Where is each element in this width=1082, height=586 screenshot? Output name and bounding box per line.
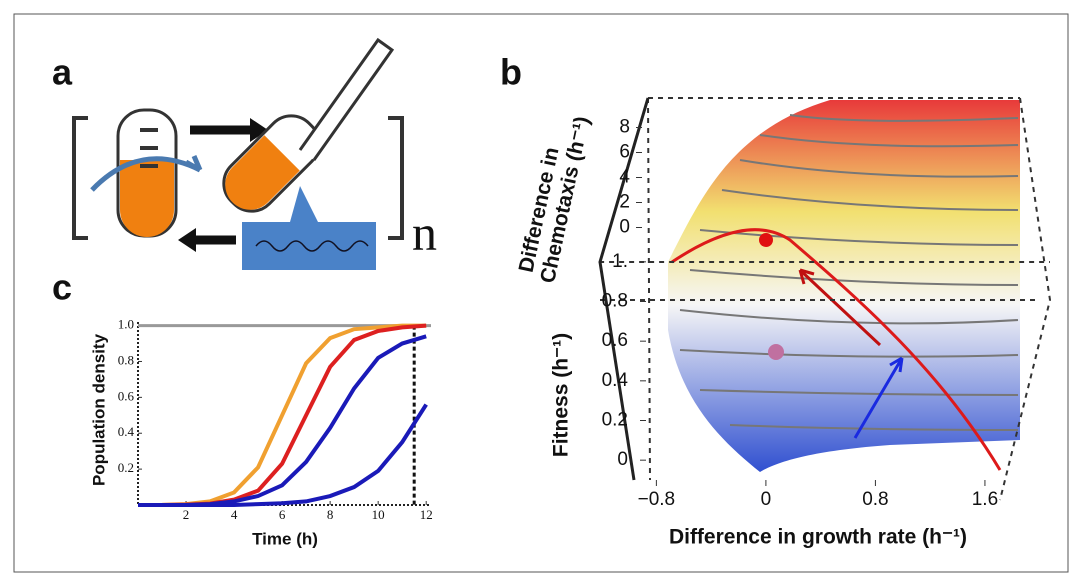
x-axis-label: Time (h) <box>252 529 318 548</box>
line <box>138 403 428 507</box>
y-tick-label: 1.0 <box>118 317 134 332</box>
y-tick-label: 0.8 <box>602 291 628 312</box>
panel-label: c <box>52 267 72 308</box>
subscript: n <box>412 204 437 260</box>
x-tick-label: 2 <box>183 507 190 522</box>
y2-tick-label: 6 <box>619 142 630 163</box>
y2-tick-label: 8 <box>619 117 630 138</box>
y2-tick-label: 4 <box>619 167 630 188</box>
line <box>138 334 427 507</box>
y-tick-label: 0.6 <box>118 388 135 403</box>
frame <box>13 13 1069 573</box>
y-tick-label: 0.4 <box>118 424 135 439</box>
y2-tick-label: 0 <box>619 217 630 238</box>
x-axis-label: Difference in growth rate (h⁻¹) <box>669 526 967 549</box>
diagram <box>72 37 404 270</box>
axis <box>137 322 431 506</box>
x-tick-label: 6 <box>279 507 286 522</box>
y-tick-label: 0 <box>617 449 628 470</box>
x-tick-label: 0.8 <box>862 489 888 510</box>
y-tick-label: 0.8 <box>118 352 134 367</box>
y-tick-label: 0.2 <box>602 410 628 431</box>
x-tick-label: 1.6 <box>972 489 998 510</box>
y-tick-label: 0.6 <box>602 330 628 351</box>
x-tick-label: 10 <box>372 507 385 522</box>
panel-label: b <box>500 52 522 93</box>
panel-label: a <box>52 52 73 93</box>
x-tick-label: 0 <box>761 489 772 510</box>
y-axis-label: Fitness (h⁻¹) <box>550 333 573 457</box>
y-tick-label: 0.4 <box>602 370 629 391</box>
x-tick-label: 8 <box>327 507 334 522</box>
y-tick-label: 1. <box>612 251 628 272</box>
y2-tick-label: 2 <box>619 192 630 213</box>
x-tick-label: −0.8 <box>638 489 676 510</box>
y-axis-label: Population density <box>89 333 108 486</box>
y-tick-label: 0.2 <box>118 460 134 475</box>
surface <box>598 97 1052 501</box>
x-tick-label: 12 <box>420 507 433 522</box>
x-tick-label: 4 <box>231 507 238 522</box>
line <box>137 323 427 507</box>
